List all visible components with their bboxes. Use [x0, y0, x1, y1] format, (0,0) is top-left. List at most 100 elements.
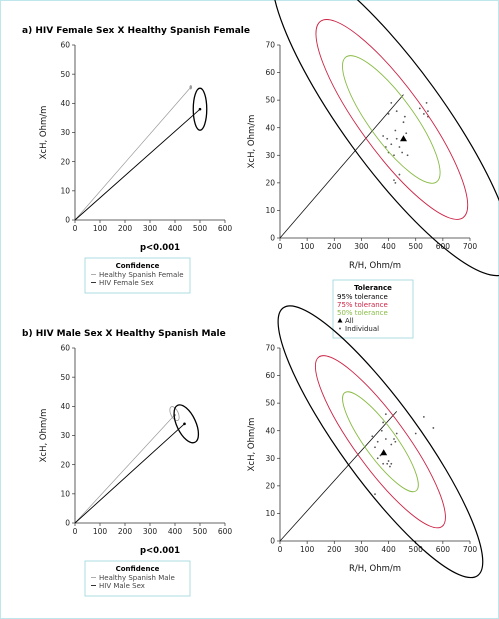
x-tick-label: 100 [93, 224, 108, 233]
x-tick-label: 400 [381, 242, 396, 251]
y-axis-label: XcH, Ohm/m [39, 106, 49, 160]
y-axis-label: XcH, Ohm/m [39, 409, 49, 463]
x-tick-label: 200 [327, 545, 342, 554]
x-tick-label: 400 [168, 224, 183, 233]
individual-point [394, 181, 397, 184]
individual-point [422, 113, 425, 115]
chart-a_right: 0 100 200 300 400 500 600 700010203040506070XcH… [247, 0, 499, 339]
x-tick-label: 0 [73, 527, 78, 536]
x-tick-label: 700 [463, 242, 478, 251]
x-tick-label: 100 [93, 527, 108, 536]
series-vector-0 [74, 87, 192, 221]
series-point-1 [198, 107, 202, 111]
x-tick-label: 200 [118, 527, 133, 536]
y-tick-label: 0 [270, 537, 275, 546]
tolerance-ellipse-95% [277, 305, 484, 579]
y-tick-label: 20 [265, 481, 275, 490]
x-tick-label: 400 [168, 527, 183, 536]
individual-point [390, 102, 393, 104]
tolerance-ellipse-75% [315, 19, 469, 220]
series-point-0 [189, 85, 193, 89]
individual-point [384, 413, 387, 416]
x-tick-label: 300 [143, 224, 158, 233]
series-vector-1 [74, 423, 185, 524]
individual-point [390, 462, 393, 465]
chart-title: b) HIV Male Sex X Healthy Spanish Male [22, 329, 226, 339]
series-vector-0 [74, 414, 175, 524]
y-tick-label: 0 [65, 519, 70, 528]
individual-point [395, 432, 398, 435]
individual-point [371, 435, 374, 438]
tolerance-ellipse-50% [342, 391, 419, 493]
confidence-ellipse-0 [169, 406, 180, 422]
individual-point [386, 137, 389, 140]
tolerance-ellipse-95% [271, 0, 499, 277]
y-tick-label: 30 [60, 128, 70, 137]
legend-entry-label: 75% tolerance [337, 301, 388, 309]
y-tick-label: 20 [265, 178, 275, 187]
individual-point [401, 151, 404, 154]
x-tick-label: 600 [218, 224, 233, 233]
reference-line [279, 94, 404, 239]
y-tick-label: 70 [265, 41, 275, 50]
x-tick-label: 600 [436, 545, 451, 554]
y-tick-label: 0 [65, 216, 70, 225]
x-tick-label: 200 [118, 224, 133, 233]
y-tick-label: 10 [265, 206, 275, 215]
legend-entry-label: Healthy Spanish Male [99, 574, 175, 582]
individual-point [389, 465, 391, 468]
confidence-ellipse-1 [192, 87, 208, 131]
individual-point [406, 154, 409, 157]
all-point-triangle [380, 449, 388, 456]
legend-title: Confidence [116, 565, 160, 573]
x-tick-label: 500 [409, 545, 424, 554]
individual-point [395, 137, 398, 140]
y-tick-label: 10 [265, 509, 275, 518]
y-tick-label: 50 [265, 96, 275, 105]
individual-point [387, 113, 390, 115]
y-tick-label: 0 [270, 234, 275, 243]
y-tick-label: 50 [60, 70, 70, 79]
individual-point [425, 102, 428, 104]
individual-point [432, 427, 435, 429]
individual-point [405, 132, 408, 135]
legend-title: Tolerance [354, 284, 392, 292]
individual-point [382, 421, 385, 424]
legend-entry-label: Individual [345, 325, 379, 333]
x-tick-label: 300 [354, 545, 369, 554]
y-tick-label: 60 [60, 344, 70, 353]
x-tick-label: 500 [193, 527, 208, 536]
individual-point [422, 416, 425, 418]
individual-point [382, 135, 385, 137]
chart-title: a) HIV Female Sex X Healthy Spanish Fema… [22, 26, 250, 36]
individual-point [374, 446, 376, 449]
y-tick-label: 40 [265, 426, 275, 435]
individual-point [393, 154, 395, 157]
individual-point [394, 129, 397, 132]
y-tick-label: 10 [60, 186, 70, 195]
tolerance-ellipse-50% [342, 55, 441, 184]
y-tick-label: 60 [265, 68, 275, 77]
individual-point [398, 146, 401, 148]
x-tick-label: 700 [463, 545, 478, 554]
p-value-annotation: p<0.001 [140, 243, 180, 253]
individual-point [402, 121, 405, 124]
y-axis-label: XcH, Ohm/m [247, 115, 257, 169]
y-axis-label: XcH, Ohm/m [247, 418, 257, 472]
chart-b_left: b) HIV Male Sex X Healthy Spanish Male 0 1… [22, 329, 232, 597]
individual-point [394, 440, 397, 443]
series-point-1 [183, 422, 186, 426]
individual-point [403, 115, 406, 118]
y-tick-label: 20 [60, 157, 70, 166]
x-axis-label: R/H, Ohm/m [349, 564, 401, 574]
x-tick-label: 100 [300, 242, 315, 251]
individual-point [387, 460, 390, 462]
individual-point [393, 438, 395, 440]
legend-box [332, 279, 414, 339]
x-tick-label: 300 [143, 527, 158, 536]
all-point-triangle [400, 135, 407, 142]
y-tick-label: 40 [60, 99, 70, 108]
individual-point [418, 107, 421, 110]
